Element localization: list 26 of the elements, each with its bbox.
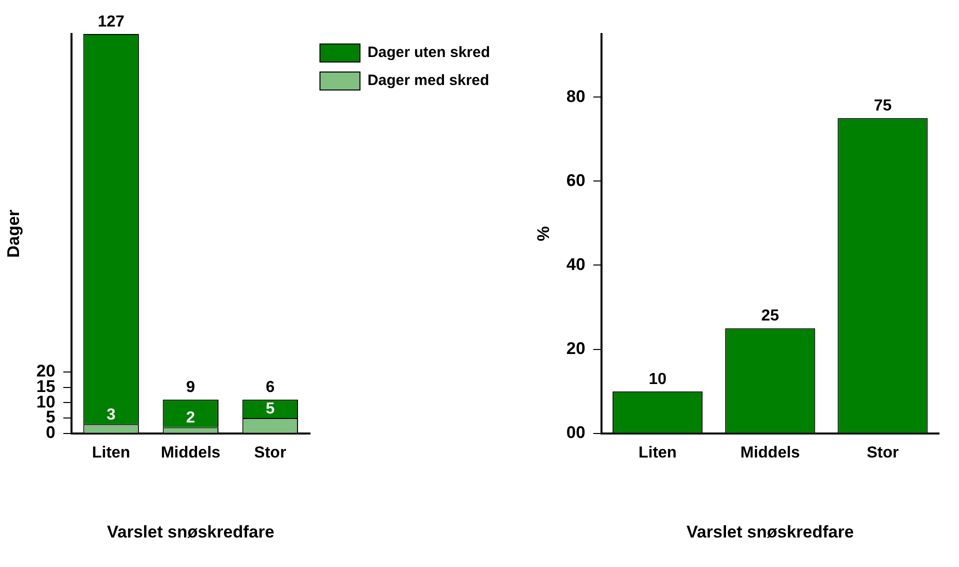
x-tick-label: Liten <box>92 444 130 462</box>
y-axis-title: Dager <box>4 209 23 258</box>
data-label: 2 <box>186 410 196 427</box>
y-tick-label: 60 <box>566 170 586 190</box>
x-tick-label: Stor <box>254 444 286 462</box>
x-tick-label: Middels <box>160 444 221 462</box>
y-axis-title: % <box>534 226 553 242</box>
y-tick-label: 80 <box>566 86 586 106</box>
x-axis-title: Varslet snøskredfare <box>107 522 274 542</box>
data-label: 25 <box>761 308 780 325</box>
legend-label: Dager uten skred <box>367 44 490 62</box>
data-label: 3 <box>106 406 116 424</box>
data-label: 9 <box>186 379 196 396</box>
data-label: 10 <box>648 370 667 388</box>
y-tick-label: 00 <box>566 423 586 442</box>
x-axis-title: Varslet snøskredfare <box>686 522 854 542</box>
x-tick-label: Middels <box>740 444 800 462</box>
x-tick-label: Liten <box>638 444 677 462</box>
data-label: 5 <box>266 400 275 418</box>
data-label: 6 <box>266 379 275 396</box>
legend-label: Dager med skred <box>367 72 490 90</box>
x-tick-label: Stor <box>866 444 899 462</box>
data-label: 75 <box>874 97 892 114</box>
data-label: 127 <box>98 13 125 30</box>
y-tick-label: 20 <box>566 339 586 358</box>
y-tick-label: 40 <box>566 254 586 274</box>
